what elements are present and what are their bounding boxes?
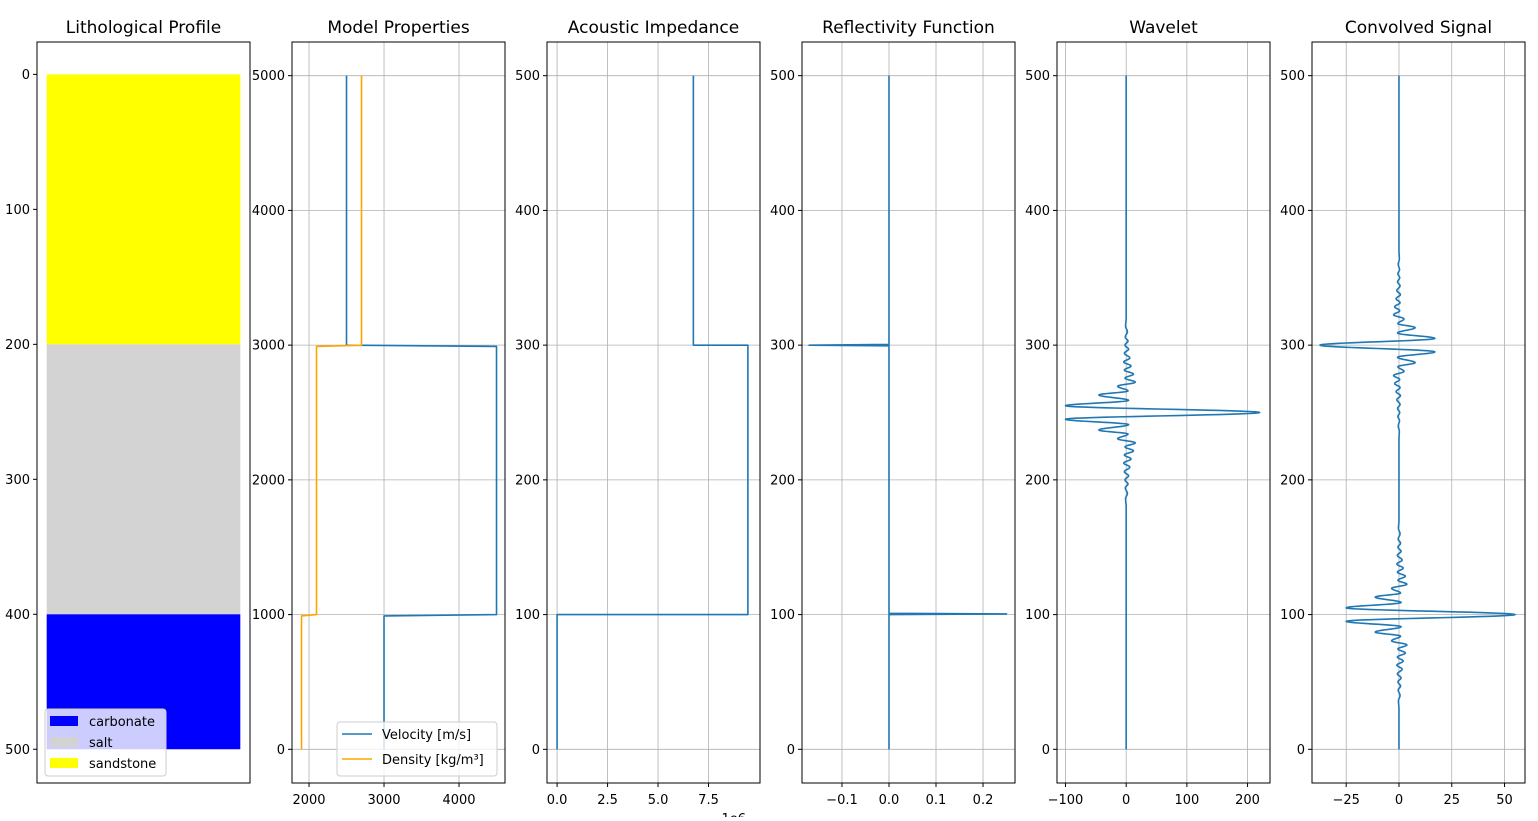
panel-title: Model Properties	[327, 18, 470, 38]
panel-wavelet: Wavelet 0 100 200 300 400 500 −100 0 100 200	[1025, 18, 1271, 808]
y-tick-label: 500	[770, 69, 795, 84]
legend-label-carbonate: carbonate	[89, 715, 155, 730]
panel-convolved-signal: Convolved Signal 0 100 200 300 400 500 −25 0 25 50	[1280, 18, 1526, 808]
y-tick-label: 300	[1280, 339, 1305, 354]
panel-model-properties: Model Properties 0 1000 2000 3000 4000 5000 200…	[252, 18, 506, 808]
y-tick-label: 5000	[252, 69, 285, 84]
legend: Velocity [m/s] Density [kg/m³]	[336, 721, 498, 777]
x-tick-label: 4000	[442, 793, 475, 808]
x-tick-label: 25	[1443, 793, 1460, 808]
series-line-1	[300, 75, 363, 750]
axes-frame	[546, 41, 761, 784]
y-tick-label: 400	[1025, 204, 1050, 219]
y-tick-label: 1000	[252, 608, 285, 623]
series-line-0	[345, 75, 498, 750]
legend-swatch-salt	[50, 737, 78, 747]
x-tick-label: 2.5	[597, 793, 618, 808]
axes-frame	[36, 41, 251, 784]
x-tick-label: 100	[1174, 793, 1199, 808]
y-tick-label: 100	[770, 608, 795, 623]
layer-salt	[46, 344, 241, 615]
x-tick-label: 0.1	[926, 793, 947, 808]
x-tick-label: 0.0	[879, 793, 900, 808]
x-offset-label: 1e6	[721, 812, 746, 817]
x-tick-label: 200	[1235, 793, 1260, 808]
y-tick-label: 2000	[252, 473, 285, 488]
panel-lithological-profile: Lithological Profile 0 100 200 300 400 500 carb…	[5, 18, 251, 784]
legend-swatch-sandstone	[50, 758, 78, 768]
y-tick-label: 100	[1280, 608, 1305, 623]
y-tick-label: 200	[515, 473, 540, 488]
panel-acoustic-impedance: Acoustic Impedance 0 100 200 300 400 500 0.0 2.5…	[515, 18, 761, 821]
legend-box	[336, 721, 498, 777]
y-tick-label: 100	[1025, 608, 1050, 623]
series-line-0	[556, 75, 749, 750]
y-tick-label: 0	[787, 743, 795, 758]
wavelet-line	[1064, 75, 1261, 750]
x-tick-label: −100	[1048, 793, 1084, 808]
x-tick-label: 7.5	[698, 793, 719, 808]
y-tick-label: 400	[5, 608, 30, 623]
x-tick-label: 0	[1122, 793, 1130, 808]
x-tick-label: 50	[1496, 793, 1513, 808]
y-tick-label: 200	[770, 473, 795, 488]
legend: carbonate salt sandstone	[44, 708, 167, 777]
y-tick-label: 0	[277, 743, 285, 758]
y-tick-label: 400	[515, 204, 540, 219]
y-tick-label: 0	[1297, 743, 1305, 758]
panel-title: Lithological Profile	[66, 18, 221, 38]
panel-title: Acoustic Impedance	[568, 18, 739, 38]
x-tick-label: −0.1	[826, 793, 858, 808]
y-tick-label: 100	[515, 608, 540, 623]
y-tick-label: 0	[22, 68, 30, 83]
y-tick-label: 400	[770, 204, 795, 219]
y-tick-label: 3000	[252, 339, 285, 354]
y-tick-label: 0	[1042, 743, 1050, 758]
y-tick-label: 500	[5, 743, 30, 758]
layer-sandstone	[46, 74, 241, 345]
y-tick-label: 0	[532, 743, 540, 758]
y-tick-label: 500	[1025, 69, 1050, 84]
legend-label: Density [kg/m³]	[382, 753, 484, 768]
legend-swatch-carbonate	[50, 716, 78, 726]
y-tick-label: 500	[1280, 69, 1305, 84]
x-tick-label: −25	[1332, 793, 1359, 808]
y-tick-label: 300	[5, 473, 30, 488]
axes-frame	[1311, 41, 1526, 784]
convolved-line	[1319, 75, 1516, 750]
y-tick-label: 200	[5, 338, 30, 353]
legend-label: Velocity [m/s]	[382, 728, 471, 743]
panel-title: Convolved Signal	[1345, 18, 1492, 38]
y-tick-label: 500	[515, 69, 540, 84]
y-tick-label: 300	[770, 339, 795, 354]
x-tick-label: 0	[1395, 793, 1403, 808]
y-tick-label: 300	[515, 339, 540, 354]
y-tick-label: 100	[5, 203, 30, 218]
panel-title: Reflectivity Function	[822, 18, 995, 38]
y-tick-label: 200	[1025, 473, 1050, 488]
x-tick-label: 0.0	[547, 793, 568, 808]
axes-frame	[291, 41, 506, 784]
x-tick-label: 5.0	[648, 793, 669, 808]
panel-reflectivity-function: Reflectivity Function 0 100 200 300 400 500 −0.…	[770, 18, 1016, 808]
axes-frame	[801, 41, 1016, 784]
x-tick-label: 0.2	[973, 793, 994, 808]
x-tick-label: 2000	[292, 793, 325, 808]
x-tick-label: 3000	[367, 793, 400, 808]
series-line-0	[808, 75, 1008, 750]
panel-title: Wavelet	[1129, 18, 1198, 38]
axes-frame	[1056, 41, 1271, 784]
legend-label-sandstone: sandstone	[89, 757, 156, 772]
y-tick-label: 4000	[252, 204, 285, 219]
y-tick-label: 400	[1280, 204, 1305, 219]
y-tick-label: 200	[1280, 473, 1305, 488]
y-tick-label: 300	[1025, 339, 1050, 354]
legend-label-salt: salt	[89, 736, 112, 751]
